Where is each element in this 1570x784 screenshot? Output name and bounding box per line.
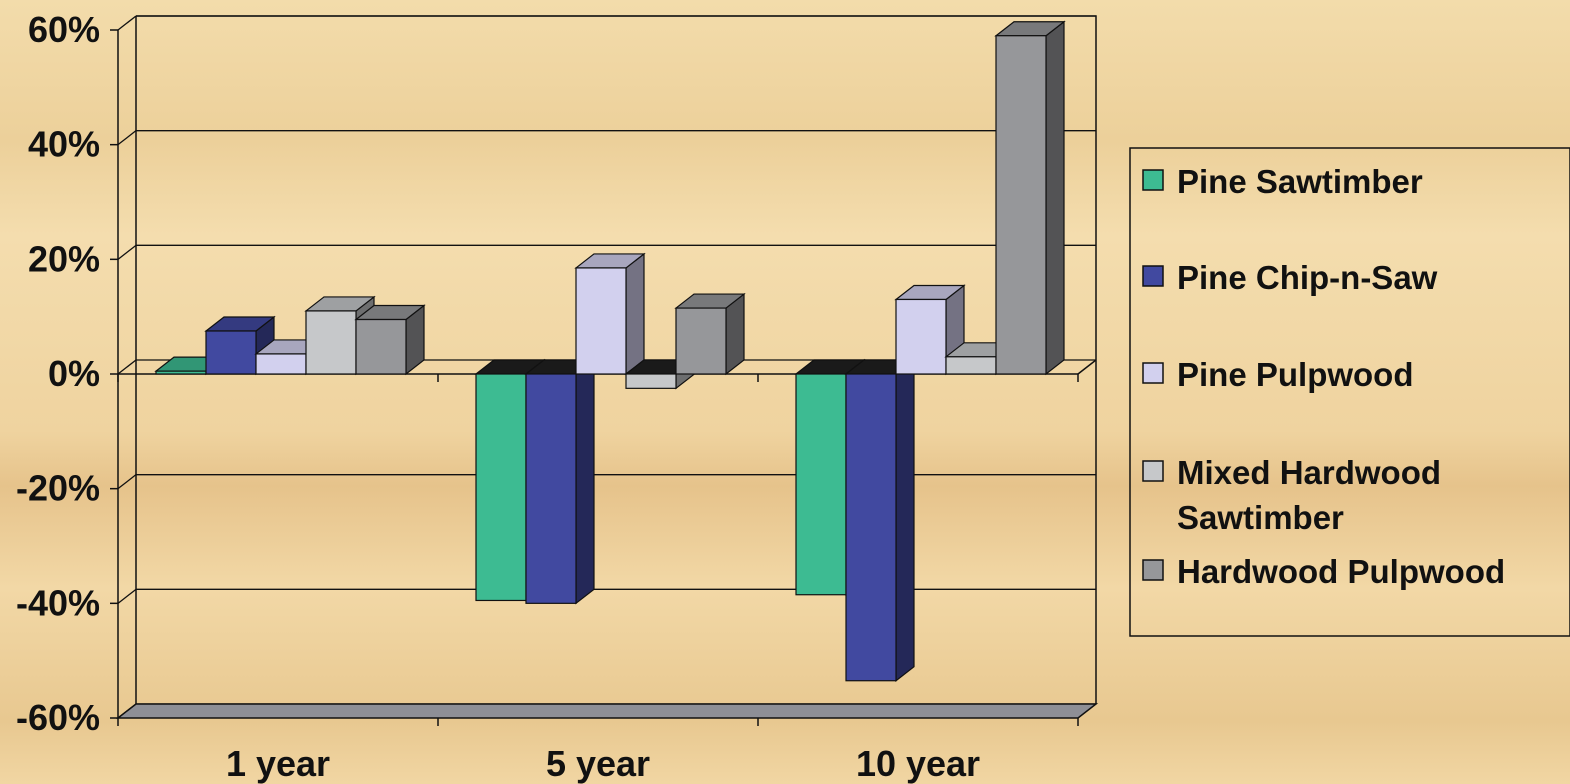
y-tick-label: 0% bbox=[48, 353, 100, 394]
bar-front bbox=[845, 373, 897, 682]
y-tick-label: -20% bbox=[16, 468, 100, 509]
bar bbox=[524, 358, 596, 605]
legend-label: Hardwood Pulpwood bbox=[1177, 553, 1505, 590]
bar-front bbox=[575, 267, 627, 375]
bar-side bbox=[895, 358, 915, 682]
bar-front bbox=[255, 353, 307, 375]
bar-front bbox=[675, 307, 727, 375]
legend-label: Pine Pulpwood bbox=[1177, 356, 1414, 393]
bar bbox=[674, 292, 746, 376]
legend-item: Pine Chip-n-Saw bbox=[1142, 259, 1438, 296]
gridline-side bbox=[117, 244, 137, 260]
bar-front bbox=[945, 356, 997, 375]
bar-front bbox=[205, 330, 257, 375]
gridline-side bbox=[117, 588, 137, 604]
x-category-label: 5 year bbox=[546, 743, 650, 784]
bar-front bbox=[475, 373, 527, 602]
legend-item: Pine Pulpwood bbox=[1142, 356, 1414, 393]
gridline-side bbox=[117, 359, 137, 375]
bar bbox=[994, 20, 1066, 376]
gridline-side bbox=[117, 130, 137, 146]
legend-label: Sawtimber bbox=[1177, 499, 1344, 536]
bar-front bbox=[355, 318, 407, 375]
legend-swatch bbox=[1142, 559, 1164, 581]
legend-label: Mixed Hardwood bbox=[1177, 454, 1441, 491]
legend-item: Hardwood Pulpwood bbox=[1142, 553, 1505, 590]
y-tick-label: 20% bbox=[28, 238, 100, 279]
legend-swatch bbox=[1142, 460, 1164, 482]
y-tick-label: -40% bbox=[16, 582, 100, 623]
legend-swatch bbox=[1142, 169, 1164, 191]
legend-label: Pine Chip-n-Saw bbox=[1177, 259, 1438, 296]
y-tick-label: 60% bbox=[28, 9, 100, 50]
bar-front bbox=[995, 35, 1047, 375]
gridline-side bbox=[117, 474, 137, 490]
bar bbox=[844, 358, 916, 682]
bar-front bbox=[795, 373, 847, 596]
legend-item: Pine Sawtimber bbox=[1142, 163, 1423, 200]
bar-front bbox=[155, 370, 207, 375]
legend-swatch bbox=[1142, 362, 1164, 384]
y-tick-label: -60% bbox=[16, 697, 100, 738]
bar-front bbox=[625, 373, 677, 389]
bar bbox=[574, 252, 646, 376]
bar-front bbox=[895, 298, 947, 375]
legend-swatch bbox=[1142, 265, 1164, 287]
bar bbox=[354, 304, 426, 376]
chart-floor bbox=[115, 703, 1099, 719]
bar-side bbox=[625, 252, 645, 376]
legend-box bbox=[1129, 147, 1570, 637]
bar bbox=[894, 284, 966, 376]
bar-front bbox=[525, 373, 577, 604]
y-tick-label: 40% bbox=[28, 124, 100, 165]
gridline-side bbox=[117, 15, 137, 31]
zero-axis-line-depth bbox=[1077, 359, 1097, 375]
x-category-label: 1 year bbox=[226, 743, 330, 784]
legend-item: Mixed Hardwood Sawtimber bbox=[1142, 454, 1441, 536]
legend-label: Pine Sawtimber bbox=[1177, 163, 1423, 200]
x-category-label: 10 year bbox=[856, 743, 980, 784]
bar-side bbox=[575, 358, 595, 605]
bar-front bbox=[305, 310, 357, 375]
bar-side bbox=[1045, 20, 1065, 376]
